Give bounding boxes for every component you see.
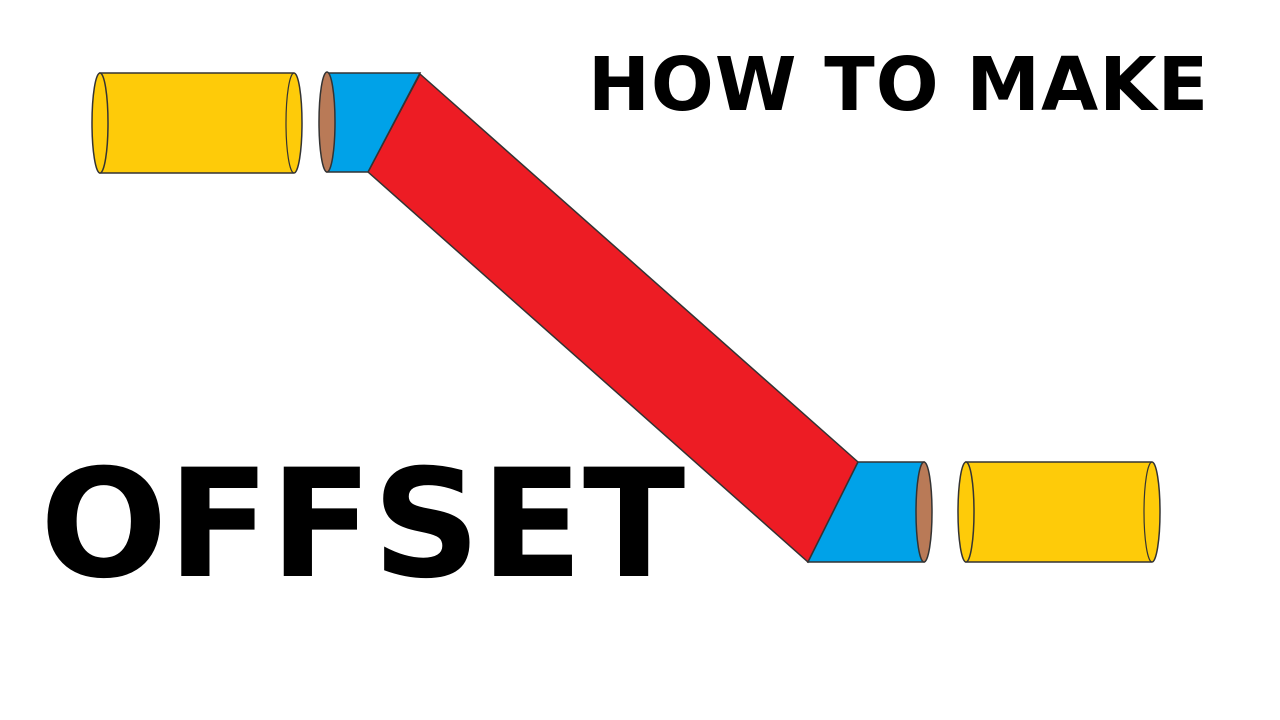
pipe-end-bottom bbox=[915, 461, 933, 563]
pipe-end-top bbox=[318, 71, 336, 173]
title-how-to-make: HOW TO MAKE bbox=[588, 42, 1210, 128]
elbow-fitting-top bbox=[318, 71, 422, 173]
straight-pipe-left bbox=[91, 72, 303, 174]
straight-pipe-right bbox=[957, 461, 1161, 563]
title-offset: OFFSET bbox=[40, 438, 686, 612]
elbow-fitting-bottom bbox=[806, 461, 933, 563]
